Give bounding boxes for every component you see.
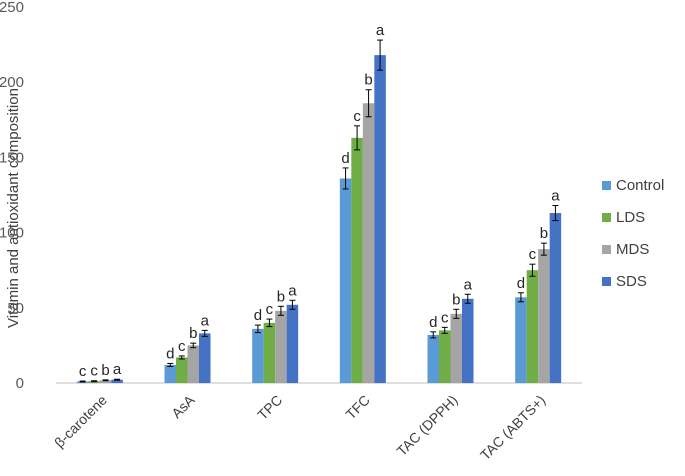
- category-label: TAC (DPPH): [393, 392, 460, 459]
- bar: [339, 178, 352, 383]
- legend-swatch: [602, 277, 611, 286]
- significance-letter: b: [540, 225, 548, 242]
- legend-label: MDS: [616, 241, 649, 258]
- category-labels: β-carotene AsA TPC TFC TAC (DPPH) TAC (ABTS+): [51, 391, 548, 463]
- bar: [362, 103, 375, 384]
- bar: [549, 213, 562, 383]
- bar: [176, 357, 188, 383]
- bar: [252, 328, 264, 383]
- bar: [526, 270, 539, 383]
- significance-letter: c: [79, 363, 87, 380]
- significance-letter: d: [429, 314, 437, 331]
- bar: [351, 137, 363, 383]
- legend-swatch: [602, 213, 611, 222]
- bar: [439, 330, 451, 383]
- bar: [275, 310, 287, 383]
- y-tick-label: 250: [0, 0, 24, 16]
- significance-letter: c: [90, 363, 98, 380]
- significance-letter: a: [113, 361, 122, 378]
- legend: Control LDS MDS SDS: [602, 177, 664, 290]
- bar: [187, 345, 199, 383]
- significance-letter: b: [101, 362, 109, 379]
- y-tick-label: 150: [0, 149, 24, 166]
- bar: [164, 364, 176, 383]
- bar: [111, 379, 123, 383]
- significance-letter: b: [277, 288, 285, 305]
- significance-letter: b: [452, 291, 460, 308]
- legend-label: LDS: [616, 209, 645, 226]
- legend-label: Control: [616, 177, 664, 194]
- category-label: TAC (ABTS+): [477, 392, 548, 463]
- significance-letter: c: [178, 338, 186, 355]
- bar: [99, 380, 112, 383]
- y-tick-label: 200: [0, 74, 24, 91]
- legend-swatch: [602, 181, 611, 190]
- significance-letter: a: [288, 282, 297, 299]
- y-tick-label: 100: [0, 225, 24, 242]
- significance-letter: c: [353, 108, 361, 125]
- significance-letter: b: [189, 325, 197, 342]
- y-tick-label: 0: [16, 375, 24, 392]
- significance-letter: a: [201, 312, 210, 329]
- bar: [515, 297, 527, 383]
- bar: [450, 313, 462, 383]
- bar: [263, 322, 276, 383]
- category-label: TPC: [254, 392, 285, 423]
- y-tick-label: 50: [7, 300, 24, 317]
- significance-letter: c: [529, 246, 537, 263]
- significance-letter: a: [464, 276, 473, 293]
- significance-letter: d: [341, 150, 349, 167]
- significance-letter: a: [551, 188, 560, 205]
- significance-letter: d: [166, 345, 174, 362]
- category-label: AsA: [168, 391, 198, 421]
- y-axis-ticks: 0 50 100 150 200 250: [0, 0, 24, 392]
- legend-swatch: [602, 245, 611, 254]
- bar: [286, 304, 299, 383]
- legend-label: SDS: [616, 273, 647, 290]
- significance-letter: a: [376, 22, 385, 39]
- category-label: β-carotene: [51, 392, 110, 451]
- significance-letter: c: [441, 309, 449, 326]
- y-axis-label: Vitamin and antioxidant composition: [5, 88, 22, 328]
- bar: [538, 249, 550, 383]
- bar: [427, 334, 439, 383]
- significance-letter: d: [517, 275, 525, 292]
- significance-letter: c: [266, 301, 274, 318]
- bar: [462, 298, 474, 383]
- significance-letter: b: [364, 72, 372, 89]
- bar: [199, 333, 211, 383]
- category-label: TFC: [342, 392, 373, 423]
- bar: [374, 55, 386, 384]
- significance-letter: d: [254, 307, 262, 324]
